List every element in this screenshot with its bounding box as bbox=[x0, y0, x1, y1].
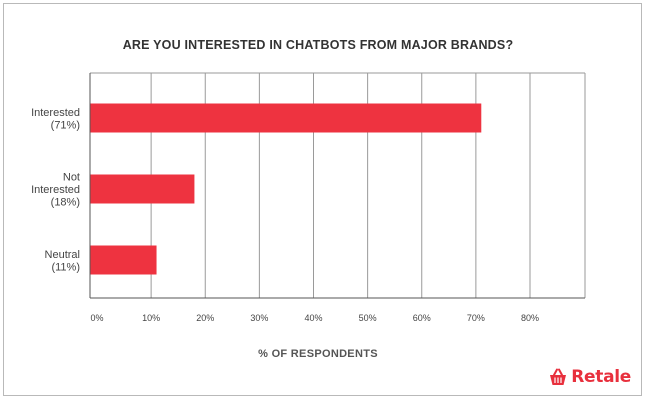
x-tick-label-2: 20% bbox=[196, 313, 214, 323]
axes bbox=[89, 73, 585, 299]
x-tick-labels: 0% 10% 20% 30% 40% 50% 60% 70% 80% bbox=[90, 313, 539, 323]
x-tick-label-5: 50% bbox=[359, 313, 377, 323]
x-axis-label: % OF RESPONDENTS bbox=[258, 348, 378, 360]
logo-text: Retale bbox=[571, 367, 631, 387]
basket-icon bbox=[550, 368, 567, 385]
x-tick-label-4: 40% bbox=[304, 313, 322, 323]
category-label-1: Not Interested (18%) bbox=[31, 172, 80, 209]
bar-1 bbox=[90, 174, 195, 204]
x-tick-label-7: 70% bbox=[467, 313, 485, 323]
x-tick-label-8: 80% bbox=[521, 313, 539, 323]
bars bbox=[90, 103, 482, 275]
category-labels: Interested (71%) Not Interested (18%) Neutral… bbox=[31, 107, 80, 274]
bar-2 bbox=[90, 245, 157, 275]
x-tick-label-1: 10% bbox=[142, 313, 160, 323]
category-label-0: Interested (71%) bbox=[31, 107, 80, 132]
chart-title: ARE YOU INTERESTED IN CHATBOTS FROM MAJO… bbox=[123, 38, 514, 52]
bar-0 bbox=[90, 103, 482, 133]
category-label-2: Neutral (11%) bbox=[45, 249, 80, 274]
x-tick-label-6: 60% bbox=[413, 313, 431, 323]
x-tick-label-0: 0% bbox=[90, 313, 103, 323]
x-tick-label-3: 30% bbox=[250, 313, 268, 323]
retale-logo: Retale bbox=[548, 366, 631, 388]
chart-frame bbox=[3, 3, 642, 396]
